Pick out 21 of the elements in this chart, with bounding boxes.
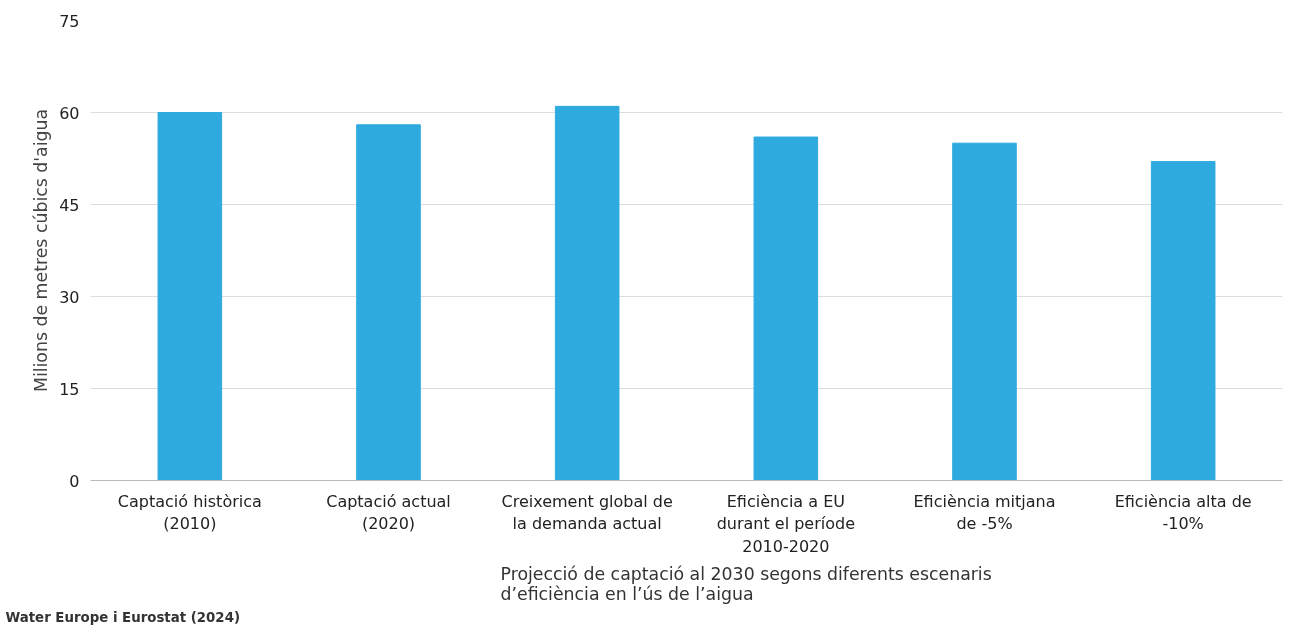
y-axis-title: Milions de metres cúbics d'aigua	[31, 108, 52, 393]
text: Water Europe i Eurostat (2024)	[5, 609, 241, 625]
bar	[1150, 161, 1216, 481]
y-tick-label: 60	[59, 103, 80, 123]
bar	[356, 124, 421, 481]
bar	[753, 136, 819, 481]
y-tick-label: 75	[59, 11, 80, 31]
x-tick-label: Creixement global de la demanda actual	[501, 491, 673, 534]
x-tick-label: Eficiència alta de -10%	[1114, 491, 1252, 534]
y-tick-label: 30	[59, 287, 80, 307]
x-tick-label: Captació actual (2020)	[326, 491, 451, 534]
y-tick-label: 45	[59, 195, 80, 215]
bar	[554, 105, 620, 481]
bar	[952, 142, 1017, 481]
bar	[157, 112, 223, 481]
text: Projecció de captació al 2030 segons diferents escenaris d’eficiència en l’ús de l’aigua	[500, 563, 992, 604]
x-tick-label: Eficiència a EU durant el període 2010-2020	[716, 491, 856, 557]
x-tick-label: Captació històrica (2010)	[117, 491, 262, 534]
y-tick-label: 0	[69, 471, 80, 491]
x-tick-label: Eficiència mitjana de -5%	[913, 491, 1056, 534]
y-tick-label: 15	[59, 379, 80, 399]
